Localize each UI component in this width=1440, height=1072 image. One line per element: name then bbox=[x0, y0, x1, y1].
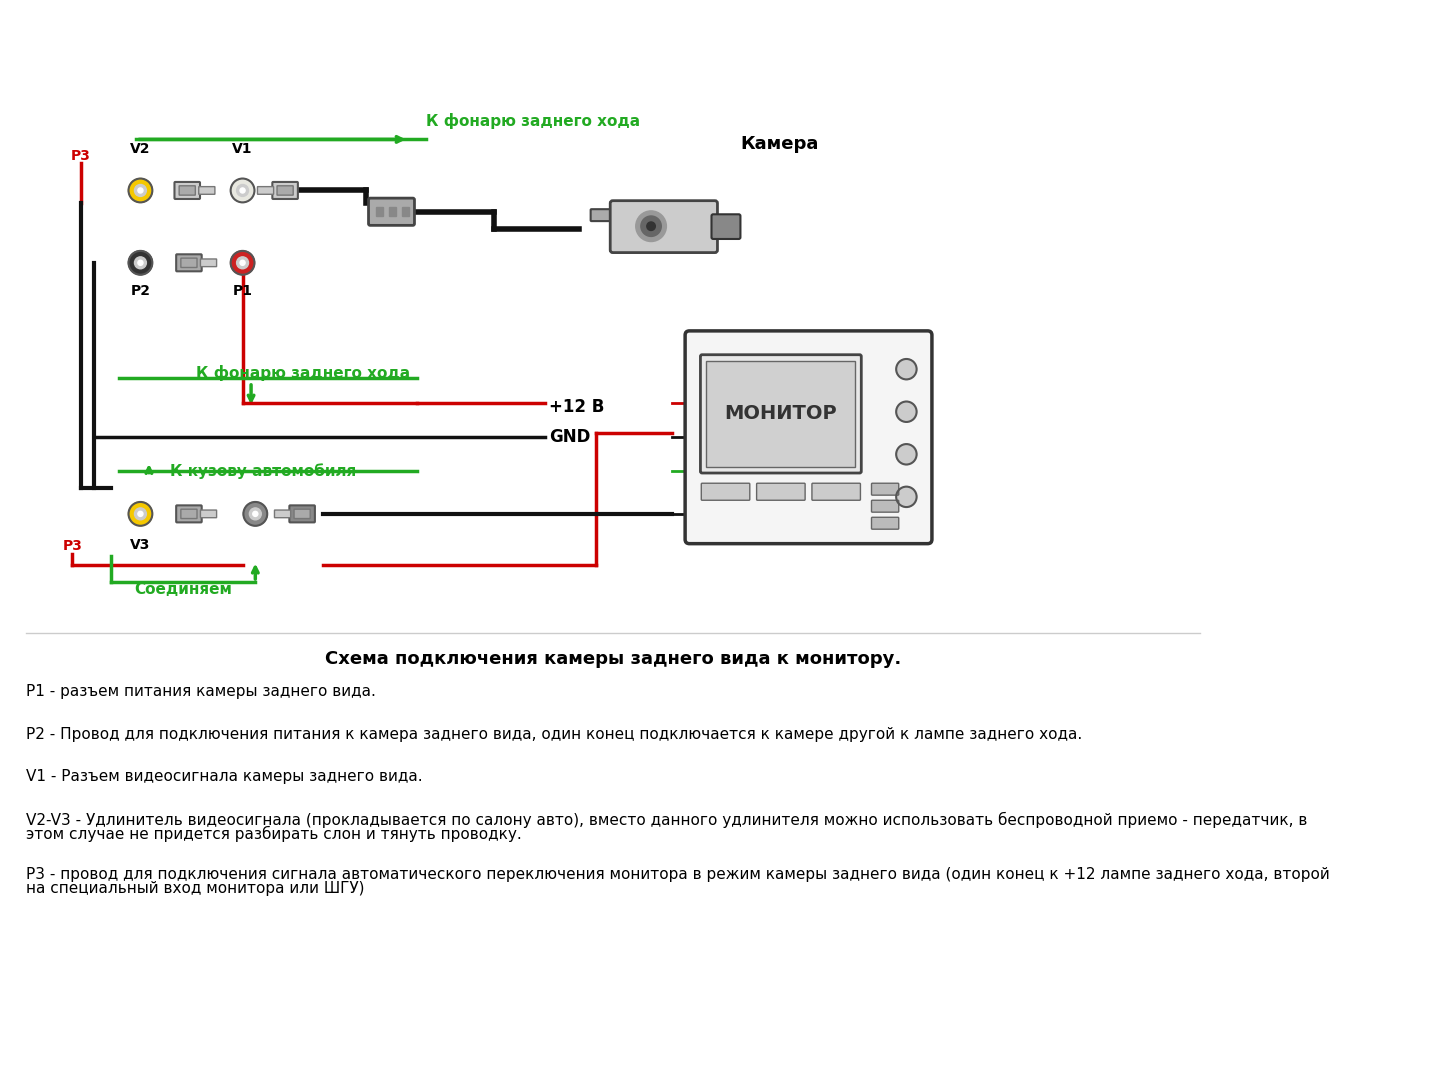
FancyBboxPatch shape bbox=[181, 258, 197, 268]
FancyBboxPatch shape bbox=[701, 483, 750, 501]
FancyBboxPatch shape bbox=[590, 209, 616, 221]
FancyBboxPatch shape bbox=[756, 483, 805, 501]
Circle shape bbox=[138, 188, 143, 193]
Text: Р3 - провод для подключения сигнала автоматического переключения монитора в режи: Р3 - провод для подключения сигнала авто… bbox=[26, 867, 1329, 882]
FancyBboxPatch shape bbox=[871, 518, 899, 530]
Circle shape bbox=[138, 260, 143, 266]
FancyBboxPatch shape bbox=[871, 501, 899, 512]
Text: +12 В: +12 В bbox=[549, 399, 605, 417]
FancyBboxPatch shape bbox=[871, 483, 899, 495]
Text: Схема подключения камеры заднего вида к монитору.: Схема подключения камеры заднего вида к … bbox=[324, 650, 901, 668]
FancyBboxPatch shape bbox=[276, 185, 294, 195]
FancyBboxPatch shape bbox=[812, 483, 861, 501]
Circle shape bbox=[253, 511, 258, 517]
FancyBboxPatch shape bbox=[200, 510, 216, 518]
Circle shape bbox=[249, 508, 261, 520]
Circle shape bbox=[128, 179, 153, 203]
FancyBboxPatch shape bbox=[199, 187, 215, 194]
Bar bbox=[376, 208, 383, 215]
Text: Р2 - Провод для подключения питания к камера заднего вида, один конец подключает: Р2 - Провод для подключения питания к ка… bbox=[26, 727, 1081, 742]
Text: P1: P1 bbox=[232, 284, 252, 298]
FancyBboxPatch shape bbox=[179, 185, 196, 195]
FancyBboxPatch shape bbox=[200, 259, 216, 267]
Text: V1 - Разъем видеосигнала камеры заднего вида.: V1 - Разъем видеосигнала камеры заднего … bbox=[26, 770, 422, 785]
Circle shape bbox=[134, 257, 147, 269]
Circle shape bbox=[240, 188, 245, 193]
Circle shape bbox=[230, 251, 255, 274]
Text: V1: V1 bbox=[232, 143, 253, 157]
FancyBboxPatch shape bbox=[369, 198, 415, 225]
Circle shape bbox=[236, 184, 249, 196]
Text: V2: V2 bbox=[130, 143, 151, 157]
Bar bbox=[389, 208, 396, 215]
Text: этом случае не придется разбирать слон и тянуть проводку.: этом случае не придется разбирать слон и… bbox=[26, 825, 521, 842]
FancyBboxPatch shape bbox=[258, 187, 274, 194]
Circle shape bbox=[134, 508, 147, 520]
Circle shape bbox=[138, 511, 143, 517]
Circle shape bbox=[896, 444, 917, 464]
FancyBboxPatch shape bbox=[707, 360, 855, 467]
FancyBboxPatch shape bbox=[294, 509, 310, 519]
Text: Камера: Камера bbox=[740, 135, 819, 152]
Bar bbox=[402, 208, 409, 215]
Text: V2-V3 - Удлинитель видеосигнала (прокладывается по салону авто), вместо данного : V2-V3 - Удлинитель видеосигнала (проклад… bbox=[26, 812, 1308, 828]
Text: МОНИТОР: МОНИТОР bbox=[724, 404, 837, 423]
FancyBboxPatch shape bbox=[275, 510, 291, 518]
FancyBboxPatch shape bbox=[174, 182, 200, 199]
Text: на специальный вход монитора или ШГУ): на специальный вход монитора или ШГУ) bbox=[26, 881, 364, 896]
FancyBboxPatch shape bbox=[181, 509, 197, 519]
Circle shape bbox=[635, 211, 667, 241]
Circle shape bbox=[128, 502, 153, 525]
FancyBboxPatch shape bbox=[685, 331, 932, 544]
Circle shape bbox=[236, 257, 249, 269]
FancyBboxPatch shape bbox=[700, 355, 861, 473]
Circle shape bbox=[240, 260, 245, 266]
Text: К фонарю заднего хода: К фонарю заднего хода bbox=[426, 114, 639, 130]
FancyBboxPatch shape bbox=[272, 182, 298, 199]
Text: V3: V3 bbox=[130, 538, 151, 552]
Circle shape bbox=[230, 179, 255, 203]
Circle shape bbox=[243, 502, 268, 525]
Circle shape bbox=[896, 359, 917, 379]
Circle shape bbox=[128, 251, 153, 274]
Text: Соединяем: Соединяем bbox=[134, 582, 232, 597]
Text: P3: P3 bbox=[71, 149, 91, 163]
FancyBboxPatch shape bbox=[611, 200, 717, 253]
FancyBboxPatch shape bbox=[711, 214, 740, 239]
Circle shape bbox=[647, 222, 655, 230]
Circle shape bbox=[896, 402, 917, 422]
Text: GND: GND bbox=[549, 429, 590, 446]
FancyBboxPatch shape bbox=[176, 254, 202, 271]
Text: К кузову автомобиля: К кузову автомобиля bbox=[170, 463, 357, 479]
Text: P2: P2 bbox=[131, 284, 150, 298]
Circle shape bbox=[134, 184, 147, 196]
FancyBboxPatch shape bbox=[289, 505, 315, 522]
Text: К фонарю заднего хода: К фонарю заднего хода bbox=[196, 366, 410, 382]
Circle shape bbox=[896, 487, 917, 507]
FancyBboxPatch shape bbox=[176, 505, 202, 522]
Circle shape bbox=[641, 215, 661, 237]
Text: Р1 - разъем питания камеры заднего вида.: Р1 - разъем питания камеры заднего вида. bbox=[26, 684, 376, 699]
Text: P3: P3 bbox=[62, 539, 82, 553]
